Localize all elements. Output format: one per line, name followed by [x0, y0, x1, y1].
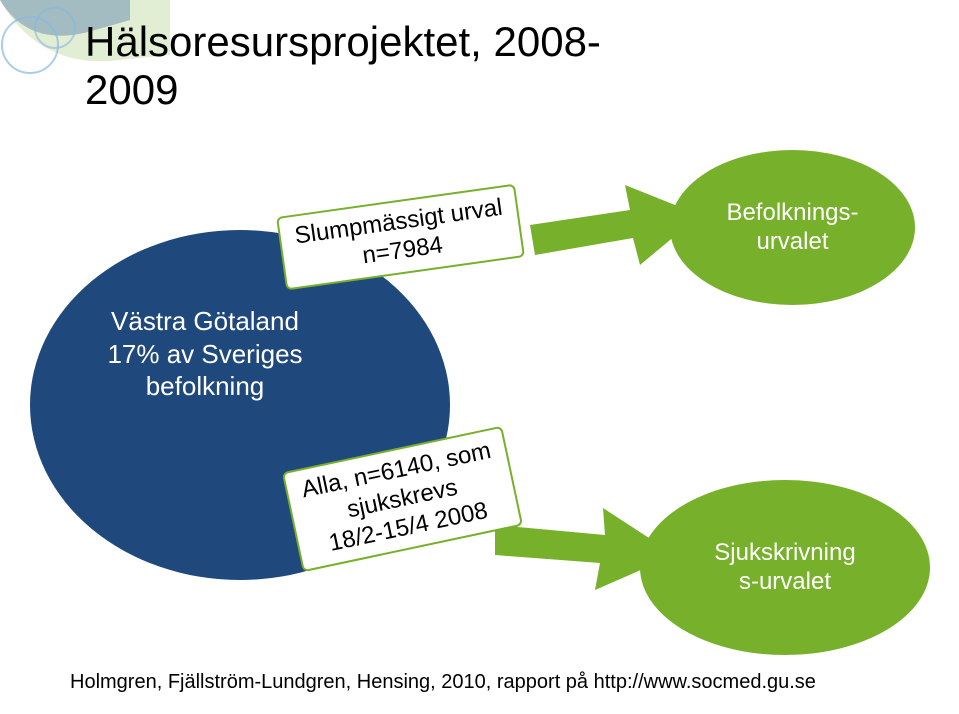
sjukskrivnings-label: Sjukskrivning s-urvalet — [714, 539, 855, 597]
vg-line3: befolkning — [146, 371, 265, 401]
population-label: Västra Götaland 17% av Sveriges befolkni… — [90, 305, 320, 403]
befolknings-line1: Befolknings- — [726, 199, 858, 226]
vg-line1: Västra Götaland — [111, 306, 299, 336]
title-line2: 2009 — [85, 66, 178, 113]
page-title: Hälsoresursprojektet, 2008- 2009 — [85, 18, 601, 115]
slide: Hälsoresursprojektet, 2008- 2009 Västra … — [0, 0, 959, 714]
title-line1: Hälsoresursprojektet, 2008- — [85, 18, 601, 65]
footer-citation: Holmgren, Fjällström-Lundgren, Hensing, … — [70, 671, 816, 694]
sjukskrivnings-line1: Sjukskrivning — [714, 539, 855, 566]
befolknings-line2: urvalet — [756, 228, 828, 255]
vg-line2: 17% av Sveriges — [107, 339, 302, 369]
sjukskrivnings-line2: s-urvalet — [739, 568, 831, 595]
befolknings-ellipse: Befolknings- urvalet — [670, 150, 915, 305]
sjukskrivnings-ellipse: Sjukskrivning s-urvalet — [640, 480, 930, 655]
random-sample-box: Slumpmässigt urval n=7984 — [276, 184, 525, 290]
befolknings-label: Befolknings- urvalet — [726, 199, 858, 257]
